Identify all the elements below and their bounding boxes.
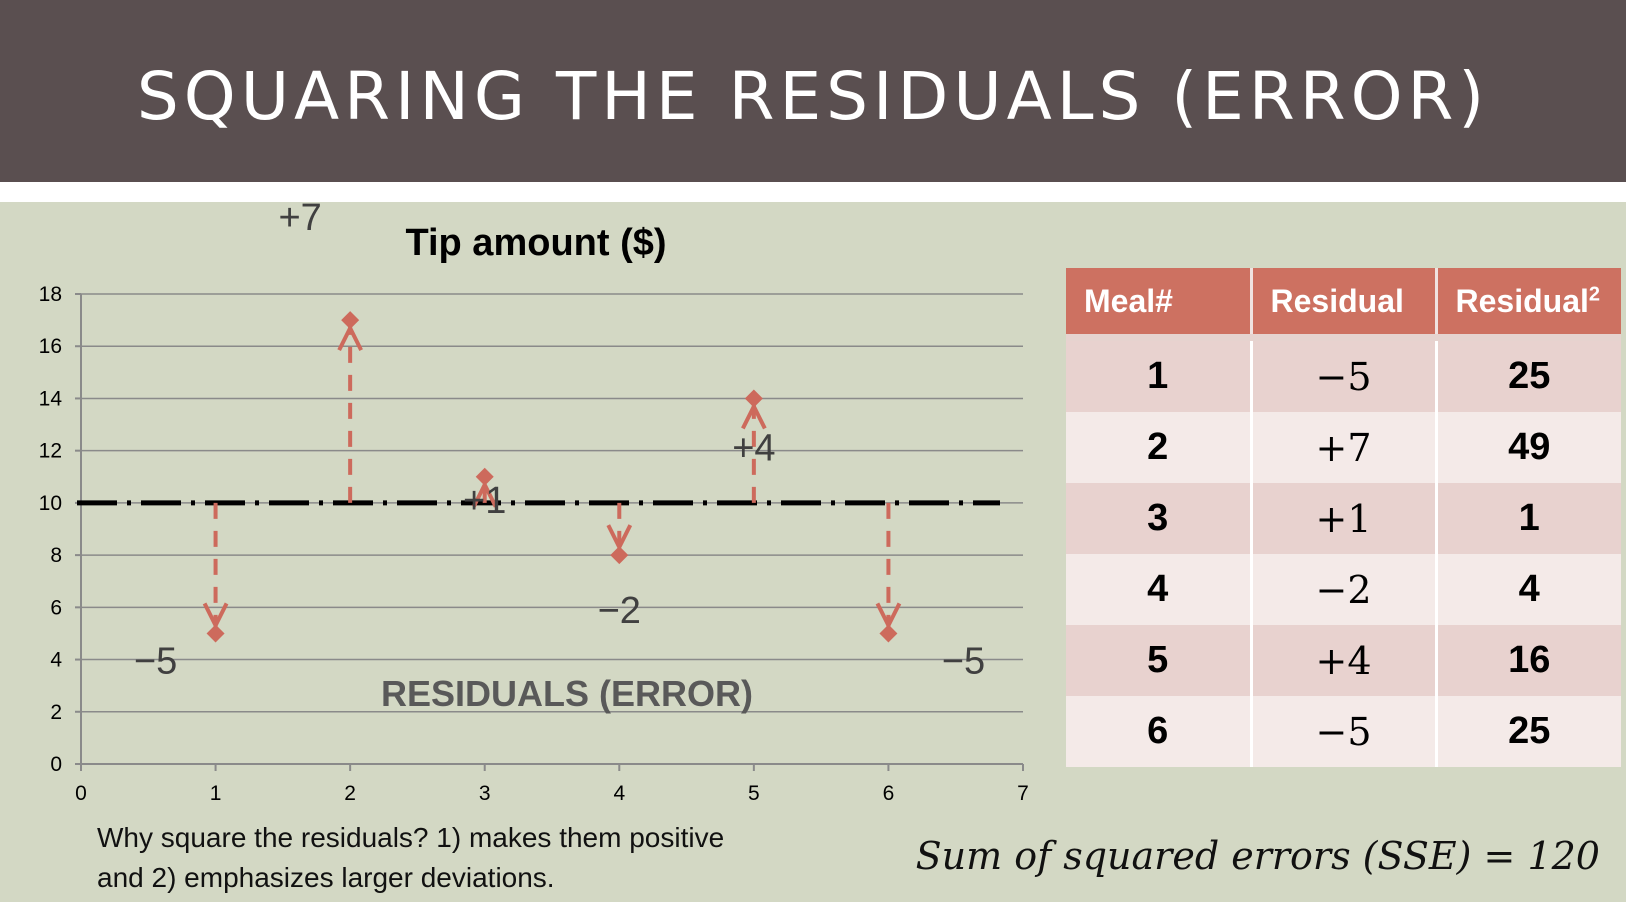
data-points [206,311,898,643]
divider-strip [0,182,1626,202]
table-header-row: Meal# Residual Residual2 [1066,268,1621,334]
cell-meal: 6 [1066,696,1253,767]
header-residual-squared: Residual2 [1436,268,1621,334]
y-tick-label: 6 [50,596,62,619]
y-tick-label: 12 [39,440,62,463]
cell-residual: +7 [1251,412,1438,483]
residual-label: −2 [598,590,641,632]
x-tick-label: 5 [748,782,760,805]
header-separator [1066,334,1621,341]
title-bar [0,0,1626,182]
table-row: 3 +1 1 [1066,483,1621,554]
x-tick-label: 2 [344,782,356,805]
y-tick-label: 16 [39,335,62,358]
slide-title: SQUARING THE RESIDUALS (ERROR) [136,58,1490,135]
y-axis-ticks: 0 2 4 6 8 10 12 14 16 18 [39,283,81,776]
cell-residual: −5 [1251,696,1438,767]
residual-label: −5 [942,640,985,682]
header-residual: Residual [1251,268,1438,334]
sse-formula: Sum of squared errors (SSE) = 120 [915,834,1600,878]
cell-residual: +4 [1251,625,1438,696]
cell-meal: 1 [1066,341,1253,412]
data-point [475,467,494,486]
x-tick-label: 3 [479,782,491,805]
cell-meal: 5 [1066,625,1253,696]
data-point [610,546,629,565]
x-axis-ticks: 0 1 2 3 4 5 6 7 [75,764,1029,805]
residual-labels: −5 +7 +1 −2 +4 −5 [134,202,985,682]
residual-label: +1 [463,480,506,522]
cell-squared: 16 [1436,625,1621,696]
residual-label: −5 [134,640,177,682]
y-tick-label: 10 [39,492,62,515]
x-tick-label: 4 [613,782,625,805]
caption: Why square the residuals? 1) makes them … [97,818,857,898]
table-row: 5 +4 16 [1066,625,1621,696]
header-meal: Meal# [1066,268,1253,334]
chart-title: Tip amount ($) [405,222,666,264]
table-row: 2 +7 49 [1066,412,1621,483]
cell-residual: +1 [1251,483,1438,554]
cell-meal: 3 [1066,483,1253,554]
header-superscript: 2 [1588,282,1600,305]
y-tick-label: 14 [39,387,63,410]
residual-label: +7 [278,202,321,239]
cell-squared: 1 [1436,483,1621,554]
grid-lines [81,293,1023,713]
table-row: 6 −5 25 [1066,696,1621,767]
residuals-table: Meal# Residual Residual2 1 −5 25 2 +7 49… [1066,268,1621,767]
x-tick-label: 6 [883,782,895,805]
x-tick-label: 0 [75,782,87,805]
residual-arrows [202,323,902,630]
y-tick-label: 8 [50,544,62,567]
x-tick-label: 1 [210,782,222,805]
cell-meal: 4 [1066,554,1253,625]
x-tick-label: 7 [1017,782,1029,805]
cell-meal: 2 [1066,412,1253,483]
residuals-annotation: RESIDUALS (ERROR) [381,673,753,714]
data-point [341,311,360,330]
data-point [744,389,763,408]
data-point [879,624,898,643]
cell-squared: 25 [1436,341,1621,412]
cell-squared: 25 [1436,696,1621,767]
caption-line-1: Why square the residuals? 1) makes them … [97,822,725,853]
table-row: 4 −2 4 [1066,554,1621,625]
y-tick-label: 0 [50,753,62,776]
y-tick-label: 18 [39,283,62,306]
table-row: 1 −5 25 [1066,341,1621,412]
cell-residual: −5 [1251,341,1438,412]
cell-squared: 4 [1436,554,1621,625]
residual-label: +4 [732,427,775,469]
caption-line-2: and 2) emphasizes larger deviations. [97,862,555,893]
y-tick-label: 2 [50,701,62,724]
data-point [206,624,225,643]
cell-residual: −2 [1251,554,1438,625]
cell-squared: 49 [1436,412,1621,483]
header-residual-squared-label: Residual [1455,282,1589,319]
y-tick-label: 4 [50,649,62,672]
